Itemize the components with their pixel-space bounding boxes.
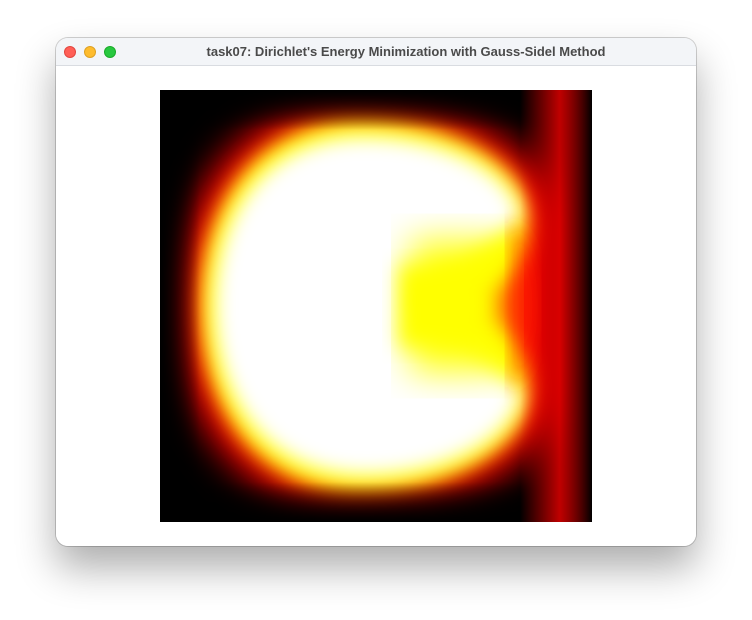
zoom-window-button[interactable] (104, 46, 116, 58)
render-area (56, 66, 696, 546)
app-window: task07: Dirichlet's Energy Minimization … (56, 38, 696, 546)
close-window-button[interactable] (64, 46, 76, 58)
title-bar[interactable]: task07: Dirichlet's Energy Minimization … (56, 38, 696, 66)
heatmap-canvas (160, 90, 592, 522)
minimize-window-button[interactable] (84, 46, 96, 58)
heatmap-icon (160, 90, 592, 522)
window-title: task07: Dirichlet's Energy Minimization … (206, 44, 606, 59)
